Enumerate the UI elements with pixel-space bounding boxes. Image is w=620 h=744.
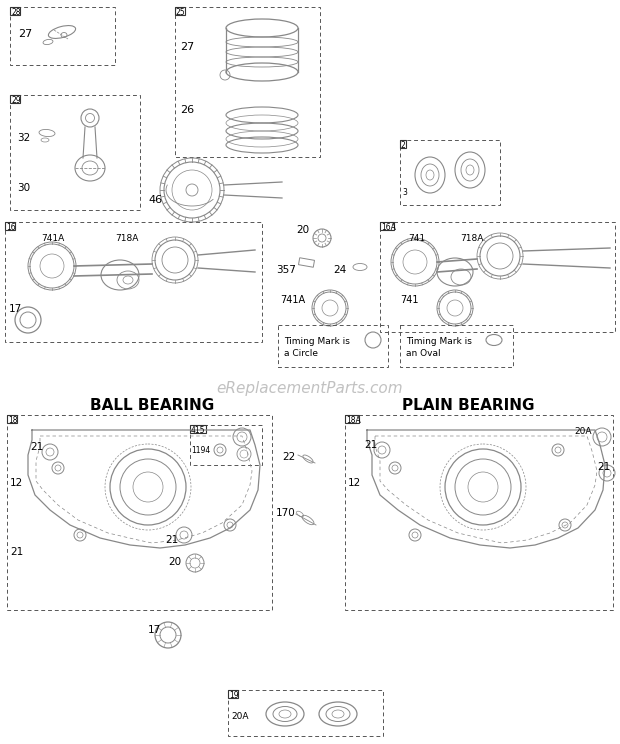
Bar [298, 257, 314, 267]
Bar [278, 325, 388, 367]
Bar [10, 7, 115, 65]
Text: 17: 17 [9, 304, 22, 314]
Text: 741A: 741A [41, 234, 64, 243]
Bar [380, 222, 615, 332]
Text: 22: 22 [282, 452, 295, 462]
Text: 20A: 20A [574, 427, 591, 436]
Text: 21: 21 [30, 442, 43, 452]
Text: 28: 28 [11, 8, 20, 17]
Text: 357: 357 [276, 265, 296, 275]
Text: 20: 20 [296, 225, 309, 235]
Text: 24: 24 [333, 265, 346, 275]
Text: 16: 16 [6, 223, 16, 232]
Text: 29: 29 [11, 96, 20, 105]
Text: 26: 26 [180, 105, 194, 115]
Text: Timing Mark is
a Circle: Timing Mark is a Circle [284, 337, 350, 358]
Text: 415: 415 [191, 426, 205, 435]
Bar [400, 140, 406, 148]
Text: Timing Mark is
an Oval: Timing Mark is an Oval [406, 337, 472, 358]
Bar [10, 95, 20, 103]
Text: 741: 741 [400, 295, 419, 305]
Text: 32: 32 [17, 133, 30, 143]
Text: 25: 25 [176, 8, 185, 17]
Bar [400, 140, 500, 205]
Text: 18: 18 [8, 416, 17, 425]
Bar [345, 415, 359, 423]
Bar [228, 690, 238, 698]
Text: 741: 741 [408, 234, 425, 243]
Text: 21: 21 [597, 462, 610, 472]
Bar [228, 690, 383, 736]
Text: 27: 27 [18, 29, 32, 39]
Text: 27: 27 [180, 42, 194, 52]
Bar [190, 425, 206, 433]
Text: 20A: 20A [231, 712, 249, 721]
Bar [10, 7, 20, 15]
Bar [400, 325, 513, 367]
Text: 20: 20 [168, 557, 181, 567]
Text: 2: 2 [401, 141, 405, 150]
Text: 46: 46 [148, 195, 162, 205]
Text: 21: 21 [165, 535, 179, 545]
Bar [190, 425, 262, 465]
Text: eReplacementParts.com: eReplacementParts.com [216, 380, 404, 396]
Bar [5, 222, 262, 342]
Text: 17: 17 [148, 625, 161, 635]
Text: 30: 30 [17, 183, 30, 193]
Bar [10, 95, 140, 210]
Bar [175, 7, 320, 157]
Text: 21: 21 [364, 440, 377, 450]
Text: 21: 21 [10, 547, 24, 557]
Text: 18A: 18A [346, 416, 361, 425]
Text: 12: 12 [10, 478, 24, 488]
Text: 3: 3 [402, 188, 407, 197]
Bar [345, 415, 613, 610]
Bar [175, 7, 185, 15]
Text: 19: 19 [229, 691, 239, 700]
Text: 718A: 718A [115, 234, 138, 243]
Text: BALL BEARING: BALL BEARING [90, 397, 214, 412]
Bar [380, 222, 394, 230]
Text: 741A: 741A [280, 295, 305, 305]
Bar [7, 415, 17, 423]
Text: 170: 170 [276, 508, 296, 518]
Text: PLAIN BEARING: PLAIN BEARING [402, 397, 534, 412]
Text: 1194: 1194 [191, 446, 210, 455]
Bar [7, 415, 272, 610]
Bar [5, 222, 15, 230]
Text: 16A: 16A [381, 223, 396, 232]
Text: 12: 12 [348, 478, 361, 488]
Text: 718A: 718A [460, 234, 484, 243]
